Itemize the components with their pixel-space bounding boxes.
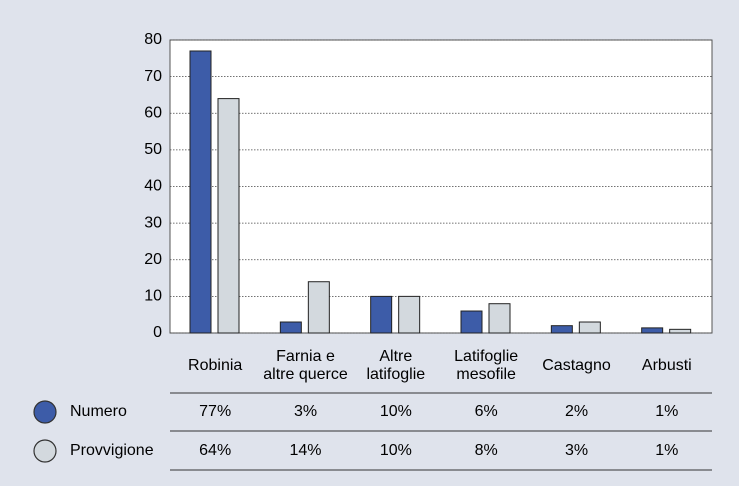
x-tick-label: Farnia e bbox=[276, 348, 335, 365]
table-cell: 1% bbox=[655, 403, 678, 420]
table-cell: 3% bbox=[294, 403, 317, 420]
table-cell: 64% bbox=[199, 442, 231, 459]
y-tick-label: 60 bbox=[144, 104, 162, 121]
legend-swatch bbox=[33, 400, 57, 424]
x-tick-label: Robinia bbox=[188, 357, 242, 374]
y-tick-label: 10 bbox=[144, 288, 162, 305]
table-cell: 1% bbox=[655, 442, 678, 459]
bar bbox=[488, 303, 511, 334]
bar bbox=[398, 295, 421, 334]
bar bbox=[460, 310, 483, 334]
x-tick-label: Castagno bbox=[542, 357, 611, 374]
bar bbox=[370, 295, 393, 334]
x-tick-label: Arbusti bbox=[642, 357, 692, 374]
x-tick-label: altre querce bbox=[263, 366, 348, 383]
table-cell: 6% bbox=[475, 403, 498, 420]
table-cell: 8% bbox=[475, 442, 498, 459]
bar bbox=[217, 98, 240, 334]
x-tick-label: Latifoglie bbox=[454, 348, 518, 365]
legend-swatch bbox=[33, 439, 57, 463]
bar bbox=[279, 321, 302, 334]
table-cell: 10% bbox=[380, 442, 412, 459]
y-tick-label: 80 bbox=[144, 31, 162, 48]
x-tick-label: latifoglie bbox=[366, 366, 425, 383]
table-cell: 14% bbox=[289, 442, 321, 459]
bar bbox=[550, 325, 573, 334]
bar bbox=[307, 281, 330, 334]
table-cell: 2% bbox=[565, 403, 588, 420]
bar bbox=[189, 50, 212, 334]
y-tick-label: 30 bbox=[144, 214, 162, 231]
table-cell: 3% bbox=[565, 442, 588, 459]
y-tick-label: 40 bbox=[144, 178, 162, 195]
y-tick-label: 20 bbox=[144, 251, 162, 268]
y-tick-label: 0 bbox=[153, 324, 162, 341]
x-tick-label: Altre bbox=[379, 348, 412, 365]
legend-label: Provvigione bbox=[70, 442, 154, 459]
legend-label: Numero bbox=[70, 403, 127, 420]
table-cell: 77% bbox=[199, 403, 231, 420]
bar bbox=[669, 328, 692, 334]
x-tick-label: mesofile bbox=[456, 366, 516, 383]
bar bbox=[578, 321, 601, 334]
bar bbox=[641, 327, 664, 334]
y-tick-label: 50 bbox=[144, 141, 162, 158]
table-cell: 10% bbox=[380, 403, 412, 420]
y-tick-label: 70 bbox=[144, 68, 162, 85]
